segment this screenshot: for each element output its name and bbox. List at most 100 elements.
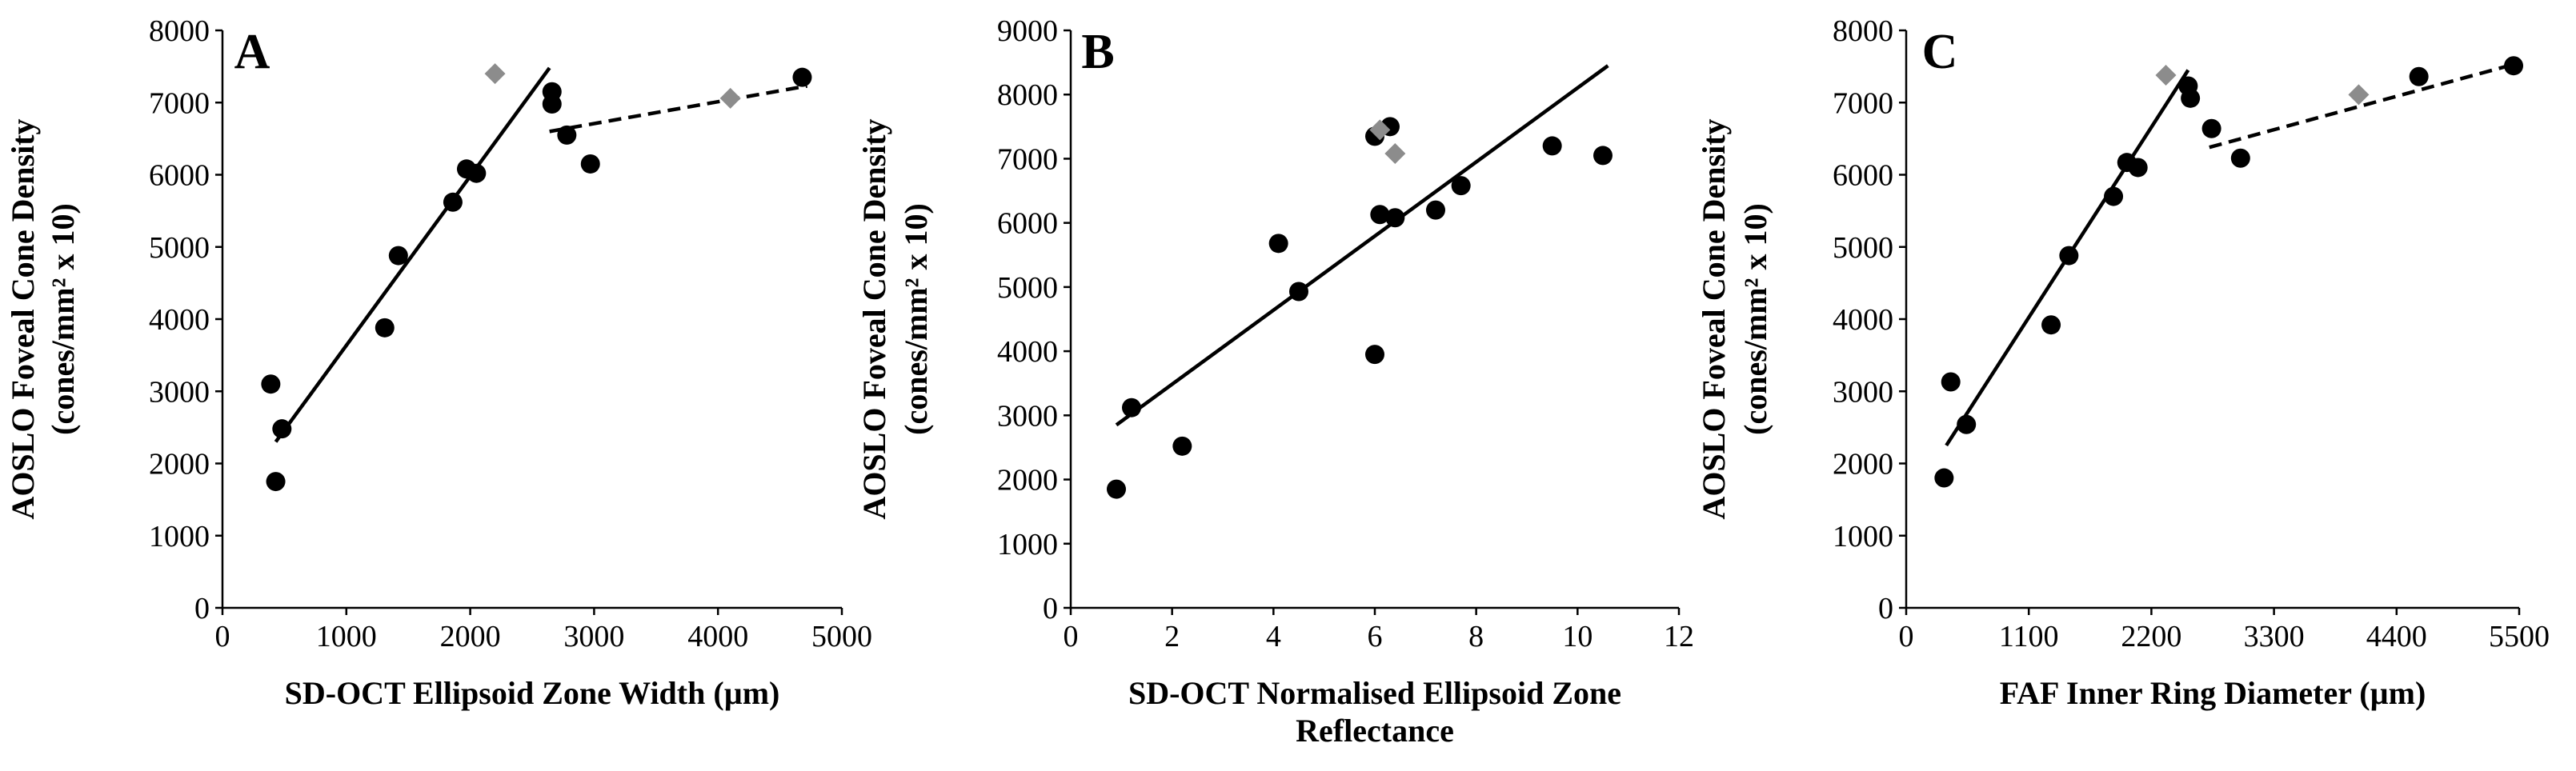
data-point-black [1593, 146, 1613, 166]
data-point-black [443, 192, 463, 212]
data-point-black [261, 374, 281, 394]
trendline-solid [274, 66, 551, 443]
x-tick-label: 5500 [2489, 620, 2550, 653]
y-tick-label: 1000 [1833, 520, 1893, 553]
y-tick-label: 0 [194, 592, 210, 625]
data-point-black [2041, 315, 2061, 335]
data-point-black [388, 246, 408, 266]
y-tick-label: 8000 [1833, 14, 1893, 48]
y-tick-label: 4000 [997, 335, 1058, 369]
data-point-black [2504, 56, 2524, 76]
x-axis-title: FAF Inner Ring Diameter (µm) [2000, 675, 2426, 711]
y-axis-title: AOSLO Foveal Cone Density [856, 118, 892, 519]
y-tick-label: 0 [1043, 592, 1058, 625]
panel-b: 0 1000 2000 3000 4000 5000 6000 7000 8000 9000 0 2 4… [856, 14, 1694, 749]
y-tick-label: 6000 [1833, 159, 1893, 193]
data-point-black [266, 472, 286, 492]
x-tick-label: 12 [1664, 620, 1694, 653]
data-point-black [1934, 468, 1954, 488]
x-axis-title: SD-OCT Ellipsoid Zone Width (µm) [285, 675, 780, 711]
data-point-black [1542, 136, 1562, 156]
data-point-black [1107, 479, 1126, 499]
data-point-black [1370, 205, 1390, 225]
trendline-dashed [549, 84, 808, 134]
data-point-black [1451, 176, 1471, 196]
y-tick-label: 8000 [997, 78, 1058, 112]
y-tick-label: 3000 [997, 399, 1058, 433]
y-tick-label: 5000 [149, 231, 210, 265]
data-point-black [2201, 118, 2221, 138]
panel-letter: C [1922, 25, 1958, 79]
data-point-black [1426, 200, 1445, 220]
y-axis-title: (cones/mm² x 10) [898, 203, 934, 435]
x-tick-label: 6 [1368, 620, 1383, 653]
data-point-black [467, 163, 487, 183]
x-tick-label: 5000 [811, 620, 872, 653]
x-tick-label: 4000 [687, 620, 748, 653]
x-tick-label: 4 [1266, 620, 1281, 653]
panel-a: 0 1000 2000 3000 4000 5000 6000 7000 8000 0 1000 20… [5, 14, 872, 711]
x-tick-label: 10 [1562, 620, 1592, 653]
y-tick-label: 5000 [1833, 231, 1893, 265]
data-point-black [375, 318, 395, 338]
data-point-black [1122, 397, 1141, 417]
x-tick-label: 2 [1164, 620, 1180, 653]
data-point-black [2181, 88, 2201, 108]
x-axis-title: SD-OCT Normalised Ellipsoid Zone [1128, 675, 1621, 711]
x-tick-label: 0 [1064, 620, 1079, 653]
x-tick-label: 3300 [2244, 620, 2305, 653]
y-tick-label: 3000 [1833, 375, 1893, 409]
data-point-black [1385, 208, 1405, 228]
x-tick-label: 3000 [563, 620, 624, 653]
y-tick-label: 0 [1878, 592, 1893, 625]
x-tick-label: 2000 [440, 620, 501, 653]
data-point-grey [719, 87, 741, 109]
data-point-black [2409, 66, 2429, 86]
x-tick-label: 1000 [316, 620, 377, 653]
y-tick-label: 4000 [149, 303, 210, 337]
y-tick-label: 2000 [997, 464, 1058, 497]
x-axis-title: Reflectance [1296, 713, 1454, 749]
y-tick-label: 6000 [149, 159, 210, 193]
y-tick-label: 9000 [997, 14, 1058, 48]
x-tick-label: 0 [215, 620, 230, 653]
y-tick-label: 2000 [149, 448, 210, 481]
data-point-grey [1369, 119, 1391, 141]
data-point-black [1289, 282, 1308, 302]
data-point-black [542, 94, 562, 114]
data-point-grey [484, 63, 506, 85]
trendline-solid [1115, 64, 1609, 427]
y-tick-label: 7000 [1833, 86, 1893, 120]
x-tick-label: 1100 [1999, 620, 2059, 653]
y-tick-label: 4000 [1833, 303, 1893, 337]
y-tick-label: 6000 [997, 207, 1058, 241]
data-point-grey [2348, 84, 2370, 106]
data-point-black [1172, 436, 1192, 456]
y-tick-label: 1000 [149, 520, 210, 553]
y-axis-title: (cones/mm² x 10) [45, 203, 81, 435]
data-point-black [1941, 372, 1961, 392]
y-tick-label: 7000 [149, 86, 210, 120]
data-point-grey [2155, 64, 2177, 86]
data-point-black [2230, 148, 2250, 168]
y-tick-label: 3000 [149, 375, 210, 409]
y-axis-title: AOSLO Foveal Cone Density [5, 118, 41, 519]
y-tick-label: 5000 [997, 271, 1058, 305]
trendline-dashed [2209, 61, 2520, 150]
y-tick-label: 1000 [997, 528, 1058, 561]
x-tick-label: 2200 [2121, 620, 2181, 653]
y-tick-label: 2000 [1833, 448, 1893, 481]
x-tick-label: 8 [1468, 620, 1484, 653]
data-point-black [272, 419, 292, 439]
data-point-black [580, 154, 600, 174]
y-tick-label: 7000 [997, 142, 1058, 176]
panel-c: 0 1000 2000 3000 4000 5000 6000 7000 8000 0 1100 22… [1696, 14, 2550, 711]
x-tick-label: 0 [1899, 620, 1914, 653]
data-point-black [1365, 345, 1384, 365]
data-point-black [1957, 414, 1977, 434]
data-point-grey [1384, 143, 1406, 165]
data-point-black [2059, 246, 2079, 266]
panel-letter: A [234, 25, 270, 79]
